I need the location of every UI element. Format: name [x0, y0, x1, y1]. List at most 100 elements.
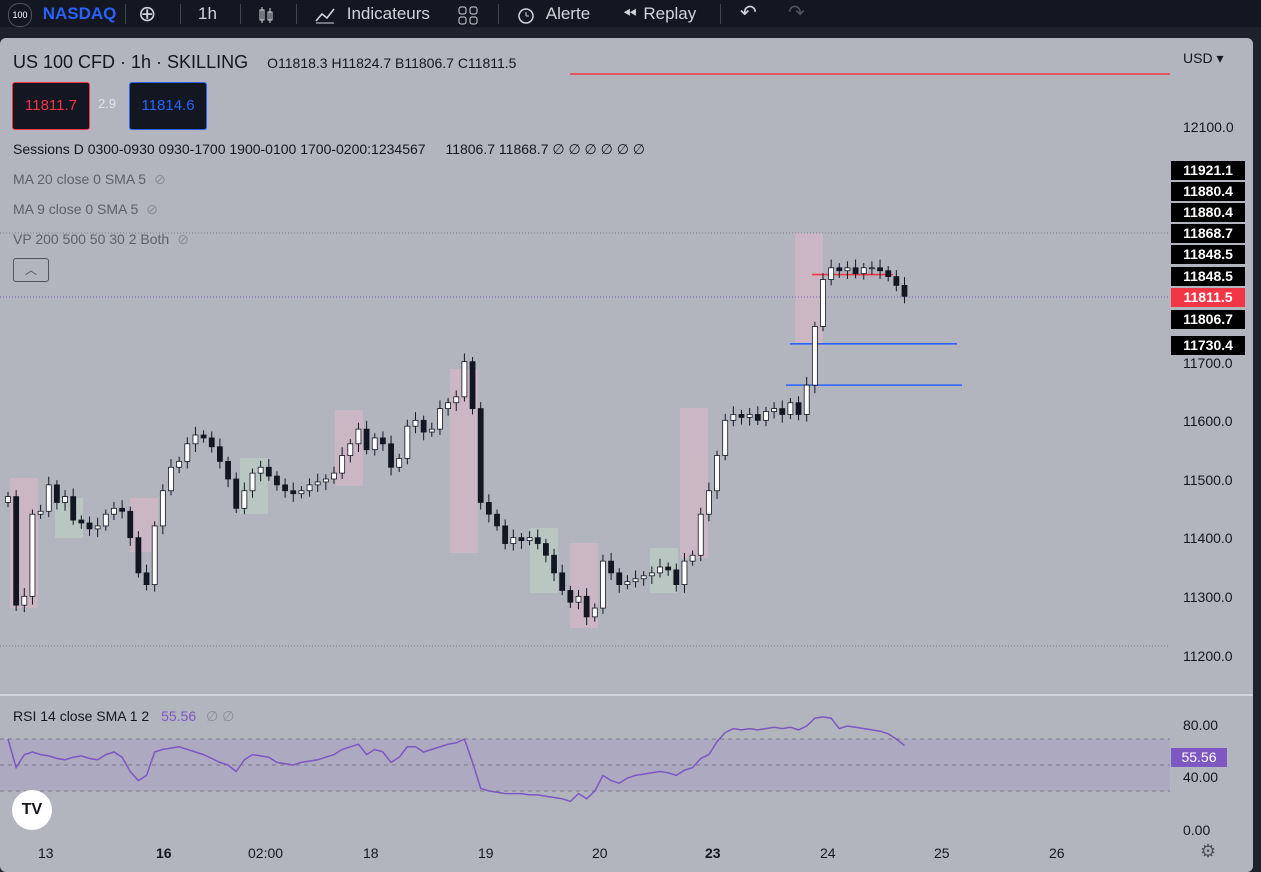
candle-body: [379, 437, 386, 445]
interval-button[interactable]: 1h: [198, 0, 217, 27]
candle-body: [412, 419, 419, 427]
candle-body: [567, 590, 574, 603]
session-zone: [680, 408, 708, 558]
indicator-label: MA 9 close 0 SMA 5: [13, 201, 139, 217]
indicator-vp[interactable]: VP 200 500 50 30 2 Both ⊘: [13, 231, 189, 248]
candle-body: [689, 554, 696, 562]
replay-label: Replay: [643, 4, 697, 23]
candle-body: [836, 267, 843, 272]
candle-body: [445, 402, 452, 410]
candle-body: [665, 566, 672, 571]
candle-body: [706, 490, 712, 515]
candle-body: [420, 419, 427, 433]
candle-body: [102, 513, 109, 527]
plus-circle-icon: ⊕: [138, 1, 157, 26]
candle-body: [632, 578, 639, 583]
candle-body: [803, 384, 810, 415]
buy-button[interactable]: 11814.6: [129, 82, 207, 130]
candle-body: [225, 460, 231, 480]
price-label: 11880.4: [1171, 182, 1245, 201]
instrument-title: US 100 CFD · 1h · SKILLING: [13, 52, 249, 72]
candle-body: [714, 455, 720, 492]
candle-body: [371, 437, 378, 451]
alert-button[interactable]: Alerte: [515, 0, 590, 27]
grid-icon: [458, 6, 478, 25]
sell-button[interactable]: 11811.7: [12, 82, 90, 130]
candle-body: [168, 466, 174, 492]
replay-button[interactable]: ⏪︎ Replay: [623, 0, 696, 27]
price-label: 11848.5: [1171, 245, 1245, 264]
undo-button[interactable]: ↶: [740, 0, 757, 27]
settings-gear-icon[interactable]: ⚙: [1200, 841, 1217, 861]
candle-body: [697, 513, 704, 556]
candle-body: [518, 537, 525, 541]
indicator-ma9[interactable]: MA 9 close 0 SMA 5 ⊘: [13, 201, 158, 218]
candle-body: [241, 490, 248, 509]
price-tick: 11600.0: [1183, 413, 1233, 429]
price-tick: 11500.0: [1183, 472, 1233, 488]
instrument-legend[interactable]: US 100 CFD · 1h · SKILLING O11818.3 H118…: [13, 52, 516, 73]
add-symbol-button[interactable]: ⊕: [138, 0, 156, 27]
candle-body: [877, 267, 883, 272]
eye-hidden-icon[interactable]: ⊘: [154, 171, 166, 187]
time-tick: 24: [820, 845, 836, 861]
candle-body: [885, 270, 892, 278]
buy-price: 11814.6: [141, 97, 195, 114]
candle-body: [591, 607, 598, 618]
price-label: 11806.7: [1171, 310, 1245, 329]
redo-icon: ↷: [788, 2, 805, 24]
candle-body: [860, 267, 867, 275]
candle-body: [135, 537, 142, 574]
currency-menu[interactable]: USD ▾: [1183, 50, 1224, 66]
layouts-button[interactable]: [457, 0, 479, 27]
candle-body: [575, 595, 582, 603]
candle-body: [502, 525, 509, 544]
candle-body: [852, 267, 859, 275]
rsi-legend[interactable]: RSI 14 close SMA 1 2 55.56 ∅ ∅: [13, 708, 234, 725]
rsi-extra: ∅ ∅: [206, 708, 235, 724]
candles-icon: [259, 6, 273, 23]
indicators-label: Indicateurs: [346, 4, 430, 23]
candle-body: [314, 481, 321, 486]
candle-body: [616, 572, 623, 585]
rsi-value: 55.56: [161, 708, 197, 724]
candle-body: [200, 434, 207, 439]
price-label: 11868.7: [1171, 224, 1245, 243]
redo-button[interactable]: ↷: [788, 0, 805, 27]
candle-body: [363, 428, 370, 451]
chart-pane[interactable]: US 100 CFD · 1h · SKILLING O11818.3 H118…: [0, 38, 1253, 872]
price-label: 11848.5: [1171, 267, 1245, 286]
symbol-search[interactable]: 100 NASDAQ: [8, 0, 116, 27]
ohlc-values: O11818.3 H11824.7 B11806.7 C11811.5: [267, 55, 517, 71]
rsi-line: [7, 716, 905, 803]
eye-hidden-icon[interactable]: ⊘: [177, 231, 189, 247]
current-price-label: 11811.5: [1171, 288, 1245, 307]
candle-body: [673, 569, 680, 586]
indicator-ma20[interactable]: MA 20 close 0 SMA 5 ⊘: [13, 171, 166, 188]
candle-body: [21, 595, 28, 606]
interval-label: 1h: [198, 4, 217, 23]
candle-body: [869, 267, 875, 270]
tradingview-logo-icon[interactable]: TV: [12, 790, 52, 830]
candle-body: [624, 581, 631, 586]
eye-hidden-icon[interactable]: ⊘: [146, 201, 159, 217]
time-tick: 25: [934, 845, 950, 861]
rsi-tick: 80.00: [1183, 717, 1219, 733]
time-tick: 16: [156, 845, 172, 861]
time-tick: 02:00: [248, 845, 284, 861]
candle-body: [298, 490, 305, 495]
candle-body: [494, 513, 500, 527]
chart-type-button[interactable]: [256, 0, 276, 27]
indicators-button[interactable]: Indicateurs: [314, 0, 430, 27]
candle-body: [282, 484, 289, 492]
indicator-sessions[interactable]: Sessions D 0300-0930 0930-1700 1900-0100…: [13, 141, 645, 158]
price-chart-canvas[interactable]: [0, 38, 1253, 872]
spread-value: 2.9: [98, 96, 117, 111]
candle-body: [404, 425, 411, 459]
collapse-legend-button[interactable]: ︿: [13, 258, 49, 282]
candle-body: [249, 472, 256, 492]
nasdaq-logo-icon: 100: [8, 2, 32, 27]
candle-body: [893, 276, 900, 286]
candle-body: [648, 572, 655, 577]
candle-body: [111, 507, 117, 515]
